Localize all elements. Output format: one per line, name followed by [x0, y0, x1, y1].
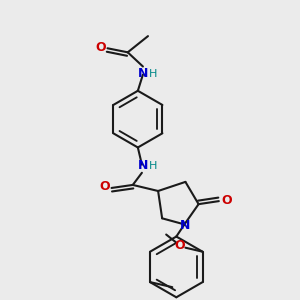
Text: N: N	[180, 219, 190, 232]
Text: O: O	[174, 239, 184, 252]
Text: N: N	[138, 67, 148, 80]
Text: O: O	[95, 41, 106, 54]
Text: N: N	[138, 159, 148, 172]
Text: O: O	[99, 180, 110, 194]
Text: H: H	[149, 161, 157, 171]
Text: H: H	[149, 69, 157, 79]
Text: O: O	[222, 194, 232, 207]
